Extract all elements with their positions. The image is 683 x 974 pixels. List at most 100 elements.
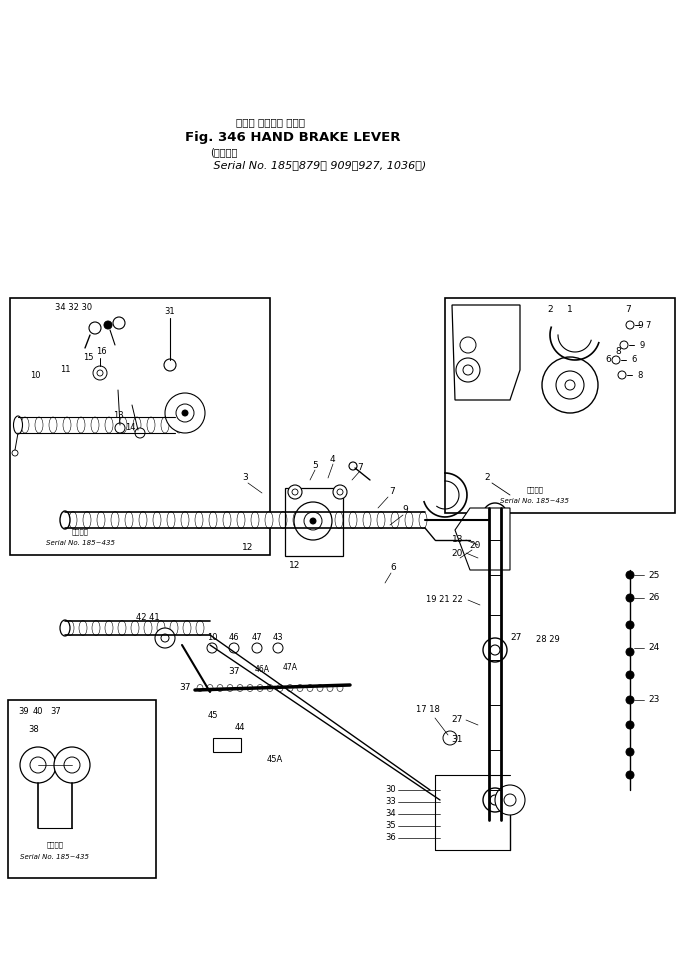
- Circle shape: [490, 510, 500, 520]
- Ellipse shape: [267, 685, 273, 692]
- Circle shape: [349, 462, 357, 470]
- Circle shape: [490, 645, 500, 655]
- Circle shape: [229, 643, 239, 653]
- Circle shape: [176, 404, 194, 422]
- Text: 7: 7: [357, 463, 363, 471]
- Ellipse shape: [293, 511, 301, 529]
- Circle shape: [20, 747, 56, 783]
- Text: 23: 23: [648, 695, 659, 704]
- Ellipse shape: [419, 511, 427, 529]
- Ellipse shape: [49, 417, 57, 433]
- Circle shape: [273, 643, 283, 653]
- Circle shape: [113, 317, 125, 329]
- Ellipse shape: [391, 511, 399, 529]
- Ellipse shape: [125, 511, 133, 529]
- Ellipse shape: [247, 685, 253, 692]
- Circle shape: [165, 393, 205, 433]
- Ellipse shape: [170, 620, 178, 635]
- Polygon shape: [455, 508, 510, 570]
- Circle shape: [89, 322, 101, 334]
- Text: 46A: 46A: [255, 665, 270, 675]
- Text: 25: 25: [648, 571, 659, 580]
- Text: 36: 36: [385, 834, 395, 843]
- Text: 6: 6: [631, 356, 637, 364]
- Text: 35: 35: [385, 821, 395, 831]
- Ellipse shape: [139, 511, 147, 529]
- Text: 4: 4: [329, 456, 335, 465]
- Text: 20: 20: [469, 541, 481, 549]
- Ellipse shape: [21, 417, 29, 433]
- Circle shape: [54, 747, 90, 783]
- Ellipse shape: [77, 417, 85, 433]
- Ellipse shape: [175, 417, 183, 433]
- Text: 40: 40: [33, 707, 44, 717]
- Ellipse shape: [133, 417, 141, 433]
- Text: 12: 12: [290, 560, 301, 570]
- Text: 適用号機: 適用号機: [46, 842, 64, 848]
- Polygon shape: [452, 305, 520, 400]
- Text: 47: 47: [252, 633, 262, 643]
- Text: 34: 34: [385, 809, 395, 818]
- Ellipse shape: [131, 620, 139, 635]
- Text: 47A: 47A: [283, 663, 298, 672]
- Ellipse shape: [147, 417, 155, 433]
- Circle shape: [483, 503, 507, 527]
- Ellipse shape: [277, 685, 283, 692]
- Circle shape: [288, 485, 302, 499]
- Ellipse shape: [321, 511, 329, 529]
- Circle shape: [443, 731, 457, 745]
- Ellipse shape: [60, 511, 70, 529]
- Circle shape: [483, 638, 507, 662]
- Ellipse shape: [317, 685, 323, 692]
- Ellipse shape: [279, 511, 287, 529]
- Circle shape: [337, 489, 343, 495]
- Text: 3: 3: [242, 473, 248, 482]
- Ellipse shape: [207, 685, 213, 692]
- Text: 適用号機: 適用号機: [527, 487, 544, 493]
- Ellipse shape: [335, 511, 343, 529]
- Text: 45: 45: [208, 710, 219, 720]
- Ellipse shape: [144, 620, 152, 635]
- Ellipse shape: [197, 685, 203, 692]
- Text: 38: 38: [28, 726, 39, 734]
- Ellipse shape: [307, 685, 313, 692]
- Ellipse shape: [349, 511, 357, 529]
- Circle shape: [460, 337, 476, 353]
- Text: 9: 9: [402, 506, 408, 514]
- Ellipse shape: [183, 620, 191, 635]
- Circle shape: [626, 321, 634, 329]
- Ellipse shape: [161, 417, 169, 433]
- Text: 6: 6: [390, 564, 396, 573]
- Text: 34 32 30: 34 32 30: [55, 304, 92, 313]
- Ellipse shape: [97, 511, 105, 529]
- Ellipse shape: [251, 511, 259, 529]
- Text: 10: 10: [207, 633, 217, 643]
- Circle shape: [626, 721, 634, 729]
- Ellipse shape: [405, 511, 413, 529]
- Text: 43: 43: [273, 633, 283, 643]
- Text: 46: 46: [229, 633, 239, 643]
- Text: 2: 2: [547, 306, 553, 315]
- Text: 11: 11: [59, 365, 70, 374]
- Text: 13: 13: [113, 410, 124, 420]
- Circle shape: [252, 643, 262, 653]
- Circle shape: [626, 648, 634, 656]
- Text: 7: 7: [625, 306, 631, 315]
- Ellipse shape: [119, 417, 127, 433]
- Text: 26: 26: [648, 593, 659, 603]
- Circle shape: [626, 671, 634, 679]
- Circle shape: [12, 450, 18, 456]
- Text: 17 18: 17 18: [416, 705, 440, 715]
- Text: 44: 44: [235, 724, 245, 732]
- Text: 31: 31: [451, 735, 463, 744]
- Bar: [213, 738, 241, 752]
- Text: Serial No. 185~435: Serial No. 185~435: [20, 854, 89, 860]
- Text: 27: 27: [510, 633, 521, 643]
- Circle shape: [556, 371, 584, 399]
- Circle shape: [565, 380, 575, 390]
- Circle shape: [626, 771, 634, 779]
- Text: 15: 15: [83, 354, 94, 362]
- Ellipse shape: [257, 685, 263, 692]
- Circle shape: [292, 489, 298, 495]
- Text: 9: 9: [637, 320, 643, 329]
